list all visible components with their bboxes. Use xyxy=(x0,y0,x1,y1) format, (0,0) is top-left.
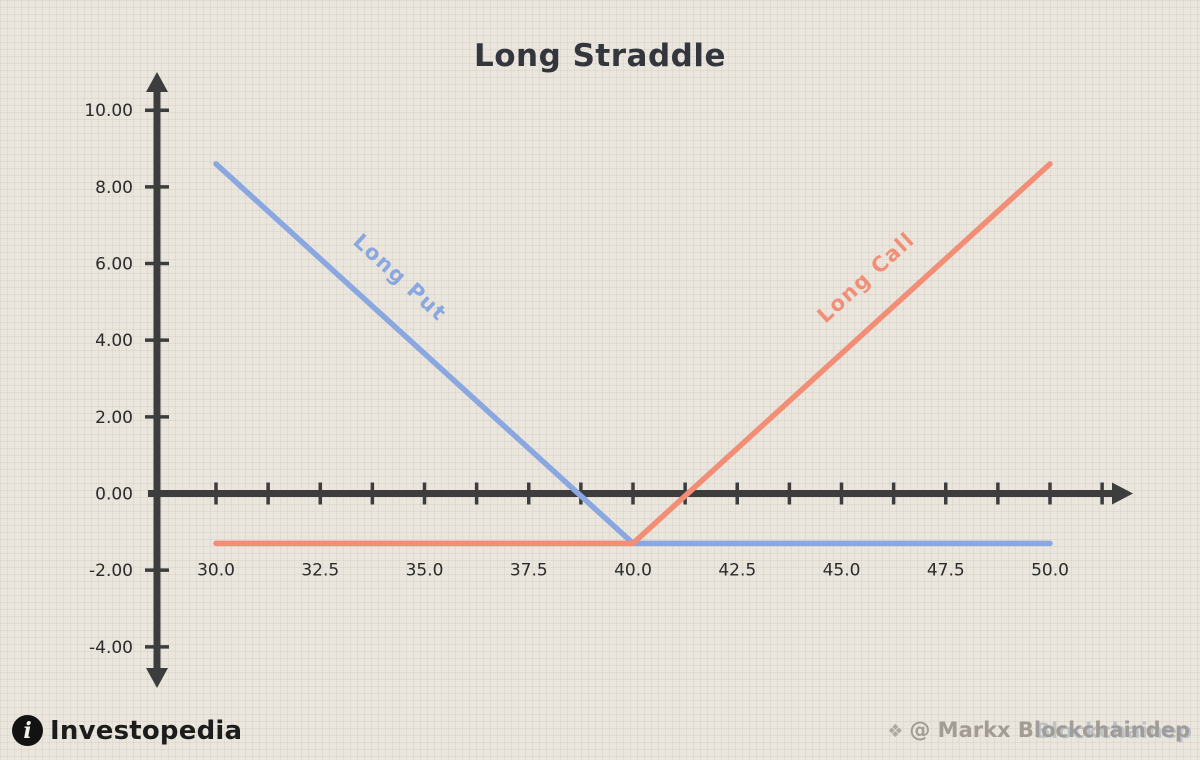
cube-icon: ❖ xyxy=(887,721,904,742)
svg-text:6.00: 6.00 xyxy=(95,255,133,275)
brand-name: Investopedia xyxy=(50,715,243,746)
svg-text:47.5: 47.5 xyxy=(927,561,965,581)
svg-text:32.5: 32.5 xyxy=(301,561,339,581)
watermark: ❖ @ Markx Blockchaindep Blockchainep xyxy=(887,718,1192,744)
svg-text:0.00: 0.00 xyxy=(95,485,133,505)
svg-text:8.00: 8.00 xyxy=(95,178,133,198)
investopedia-logo: i Investopedia xyxy=(12,715,242,746)
svg-text:30.0: 30.0 xyxy=(197,561,235,581)
footer: i Investopedia ❖ @ Markx Blockchaindep Bl… xyxy=(0,706,1200,746)
svg-text:42.5: 42.5 xyxy=(718,561,756,581)
svg-text:-2.00: -2.00 xyxy=(89,561,133,581)
investopedia-logo-icon: i xyxy=(12,715,43,746)
svg-text:Long Call: Long Call xyxy=(813,227,920,327)
watermark-text: @ Markx Blockchaindep xyxy=(909,718,1190,742)
svg-text:4.00: 4.00 xyxy=(95,331,133,351)
chart-title: Long Straddle xyxy=(474,38,726,74)
svg-text:Long Put: Long Put xyxy=(348,229,451,326)
svg-text:35.0: 35.0 xyxy=(406,561,444,581)
svg-text:40.0: 40.0 xyxy=(614,561,652,581)
svg-text:37.5: 37.5 xyxy=(510,561,548,581)
svg-text:10.00: 10.00 xyxy=(84,101,133,121)
svg-text:50.0: 50.0 xyxy=(1031,561,1069,581)
svg-text:2.00: 2.00 xyxy=(95,408,133,428)
svg-text:-4.00: -4.00 xyxy=(89,638,133,658)
long-straddle-chart: 10.00 8.00 6.00 4.00 2.00 0.00 -2.00 -4.00 30.0 3… xyxy=(84,72,1133,688)
watermark-echo: Blockchainep xyxy=(1034,719,1192,743)
svg-text:45.0: 45.0 xyxy=(823,561,861,581)
